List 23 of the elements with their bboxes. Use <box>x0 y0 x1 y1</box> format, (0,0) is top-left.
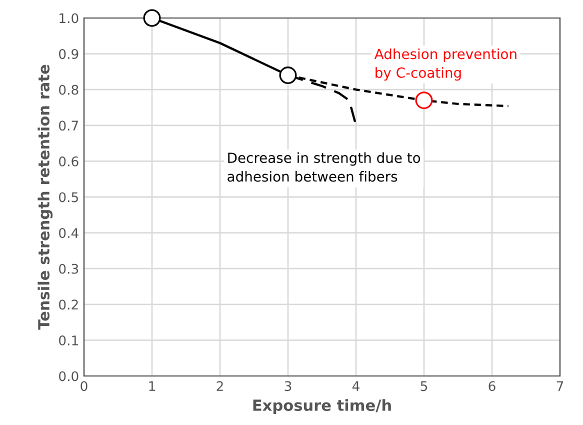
y-tick-label: 0.7 <box>59 120 78 131</box>
x-tick-label: 7 <box>556 381 564 391</box>
x-tick-label: 1 <box>149 381 155 391</box>
y-tick-label: 0.2 <box>59 300 78 310</box>
x-tick-label: 4 <box>352 381 360 391</box>
annotation: Adhesion prevention by C-coating <box>374 48 516 81</box>
y-tick-label: 0.8 <box>59 84 78 95</box>
y-tick-label: 0.1 <box>59 335 78 346</box>
y-tick-label: 0.4 <box>59 228 78 238</box>
x-tick-label: 0 <box>80 381 88 392</box>
y-tick-label: 0.3 <box>59 264 78 274</box>
y-axis-title: Tensile strength retention rate <box>38 64 53 330</box>
y-tick-label: 0.0 <box>59 371 78 382</box>
annotation: Decrease in strength due to adhesion between fibers <box>228 152 420 182</box>
x-tick-label: 2 <box>216 381 223 391</box>
y-tick-label: 0.9 <box>59 49 78 59</box>
y-tick-label: 0.5 <box>59 192 78 202</box>
x-axis-title: Exposure time/h <box>253 399 391 414</box>
x-tick-label: 5 <box>420 381 428 392</box>
y-tick-label: 1.0 <box>60 13 78 24</box>
x-tick-label: 6 <box>488 381 496 392</box>
y-tick-label: 0.6 <box>59 156 78 166</box>
x-tick-label: 3 <box>284 381 292 392</box>
